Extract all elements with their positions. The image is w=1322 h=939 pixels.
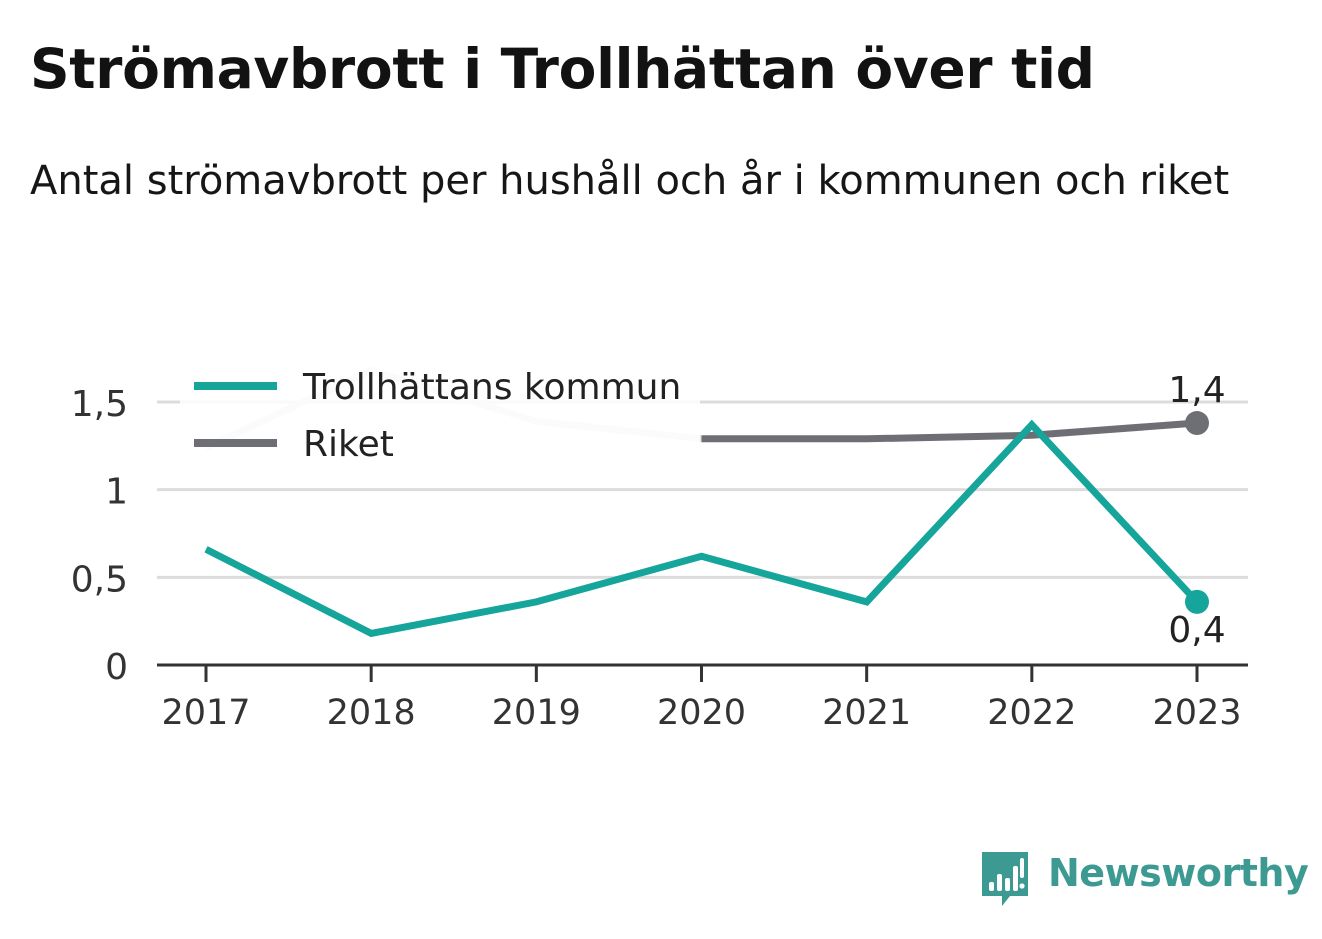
data-label-trollhattan: 0,4: [1168, 610, 1225, 651]
chart-subtitle: Antal strömavbrott per hushåll och år i …: [30, 158, 1230, 204]
axes: 0 0,5 1 1,5 2017 2018 2019 2020 2021 2022 2023: [71, 384, 1248, 733]
x-tick-label: 2017: [161, 693, 250, 733]
end-marker-trollhattan: [1185, 589, 1209, 614]
x-tick-label: 2022: [987, 693, 1076, 733]
y-tick-label: 1: [105, 472, 128, 513]
series-line-trollhattan: [204, 419, 1200, 638]
series-line-riket: [701, 419, 1198, 443]
end-marker-riket: [1185, 411, 1209, 436]
x-tick-label: 2020: [657, 693, 746, 733]
bar-chart-speech-bubble-icon: [982, 852, 1028, 906]
y-tick-label: 0: [105, 647, 128, 688]
legend: Trollhättans kommun Riket: [180, 360, 700, 476]
brand-name: Newsworthy: [1048, 851, 1309, 895]
legend-background: [180, 360, 700, 476]
y-tick-label: 1,5: [71, 384, 128, 425]
y-tick-label: 0,5: [71, 559, 128, 600]
x-tick-label: 2019: [492, 693, 581, 733]
legend-label: Trollhättans kommun: [302, 367, 681, 408]
legend-label: Riket: [303, 424, 394, 465]
chart-title: Strömavbrott i Trollhättan över tid: [30, 37, 1095, 101]
data-label-riket: 1,4: [1168, 370, 1225, 411]
x-tick-label: 2023: [1152, 693, 1241, 733]
x-tick-label: 2021: [822, 693, 911, 733]
x-tick-label: 2018: [327, 693, 416, 733]
newsworthy-logo: Newsworthy: [980, 846, 1309, 910]
data-labels: 1,4 0,4: [1168, 370, 1225, 651]
